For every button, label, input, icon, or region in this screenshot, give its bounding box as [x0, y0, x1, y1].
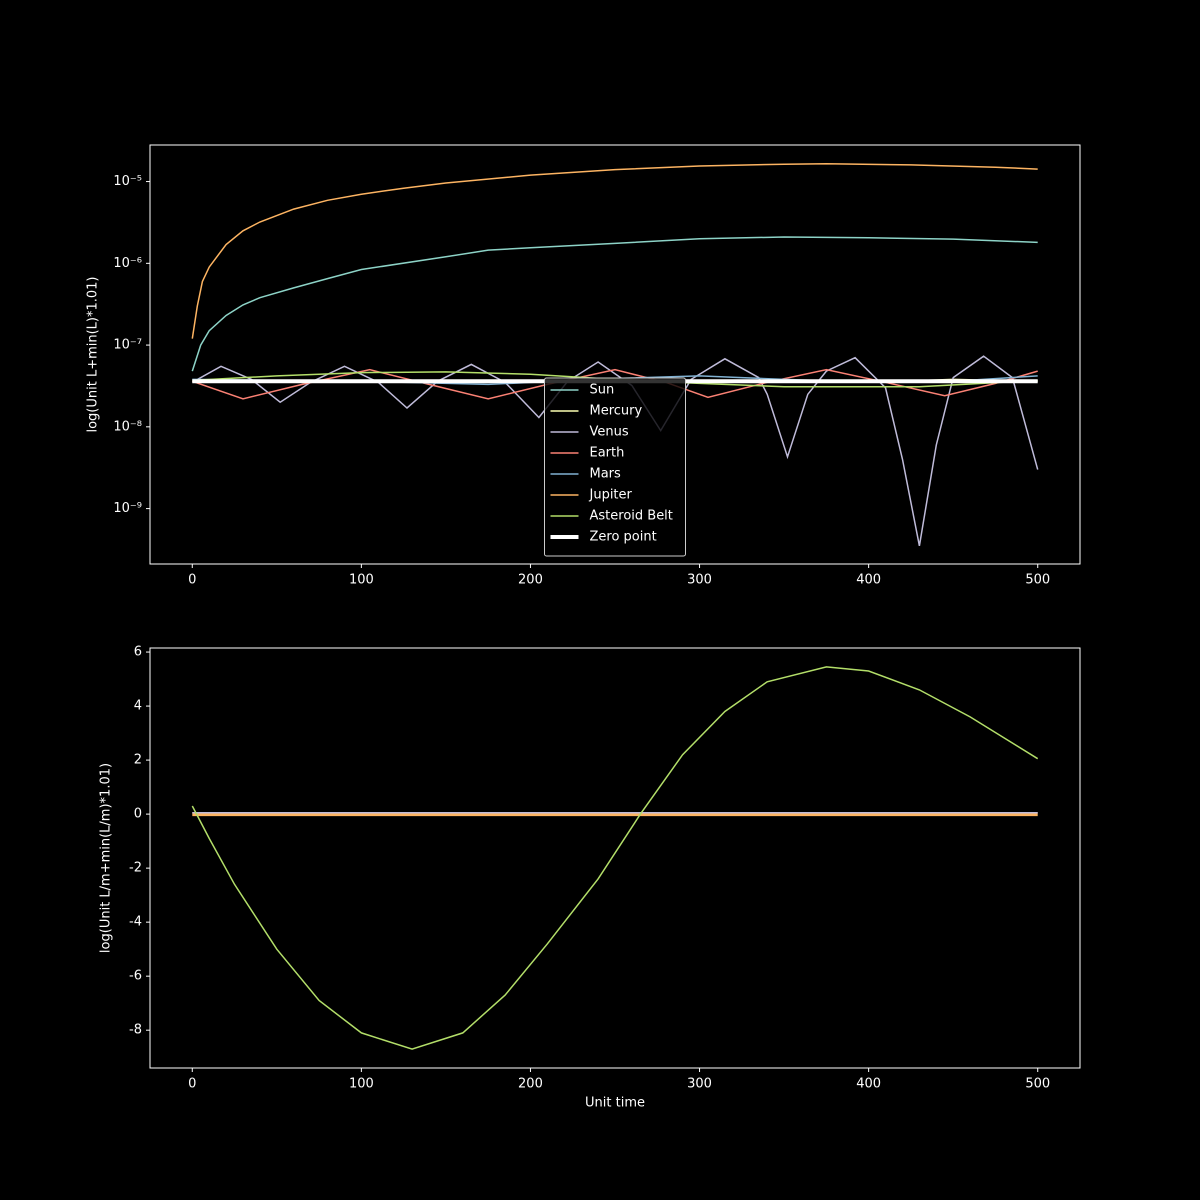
y-tick-label: -2	[129, 861, 142, 876]
y-tick-label: 10⁻⁷	[113, 338, 142, 353]
x-tick-label: 0	[188, 1077, 196, 1092]
y-tick-label: 10⁻⁹	[113, 501, 142, 516]
x-tick-label: 100	[349, 1077, 374, 1092]
axes-frame	[149, 144, 1081, 565]
x-tick-label: 200	[518, 573, 543, 588]
legend-label: Venus	[590, 425, 629, 440]
axes-frame	[149, 647, 1081, 1069]
y-tick-label: 6	[134, 645, 142, 660]
legend-label: Mercury	[590, 404, 643, 419]
series-line	[191, 666, 1039, 1050]
y-tick-label: 10⁻⁶	[113, 256, 142, 271]
legend-label: Zero point	[590, 530, 657, 545]
y-tick-label: -4	[129, 915, 142, 930]
y-tick-label: 2	[134, 753, 142, 768]
y-tick-label: -6	[129, 969, 142, 984]
x-tick-label: 300	[687, 573, 712, 588]
y-tick-label: 10⁻⁵	[113, 174, 142, 189]
legend-label: Asteroid Belt	[590, 509, 673, 524]
y-tick-label: -8	[129, 1023, 142, 1038]
legend-label: Mars	[590, 467, 622, 482]
x-tick-label: 300	[687, 1077, 712, 1092]
y-tick-label: 4	[134, 699, 142, 714]
x-tick-label: 0	[188, 573, 196, 588]
legend-label: Jupiter	[589, 488, 633, 503]
legend-label: Sun	[590, 383, 615, 398]
x-tick-label: 500	[1025, 573, 1050, 588]
legend-label: Earth	[590, 446, 625, 461]
series-line	[191, 236, 1038, 372]
y-tick-label: 10⁻⁸	[113, 419, 142, 434]
y-axis-label: log(Unit L/m+min(L/m)*1.01)	[99, 763, 114, 953]
series-line	[192, 371, 1038, 388]
x-tick-label: 200	[518, 1077, 543, 1092]
series-line	[192, 368, 1038, 400]
series-line	[191, 163, 1038, 339]
legend-box	[544, 377, 686, 557]
x-tick-label: 400	[856, 573, 881, 588]
y-axis-label: log(Unit L+min(L)*1.01)	[86, 276, 101, 432]
y-tick-label: 0	[134, 807, 142, 822]
x-tick-label: 500	[1025, 1077, 1050, 1092]
x-tick-label: 100	[349, 573, 374, 588]
x-tick-label: 400	[856, 1077, 881, 1092]
x-axis-label: Unit time	[585, 1096, 645, 1111]
